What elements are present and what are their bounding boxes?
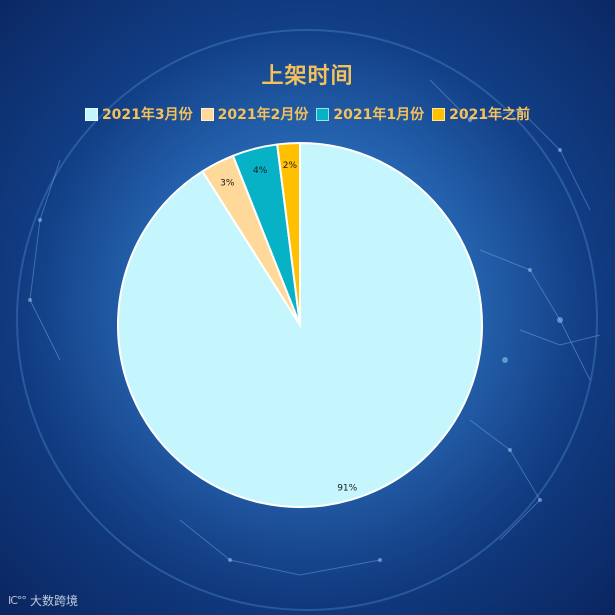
- legend: 2021年3月份 2021年2月份 2021年1月份 2021年之前: [0, 104, 615, 124]
- legend-item[interactable]: 2021年之前: [432, 104, 530, 124]
- legend-label: 2021年3月份: [101, 107, 193, 123]
- pie-slice[interactable]: [276, 141, 301, 326]
- legend-item[interactable]: 2021年3月份: [84, 104, 193, 124]
- chart-title: 上架时间: [261, 64, 354, 89]
- legend-item[interactable]: 2021年2月份: [200, 104, 309, 124]
- slice-label: 4%: [253, 166, 268, 176]
- watermark-logo: IC°°: [8, 594, 27, 607]
- legend-swatch: [432, 107, 446, 121]
- slice-label: 91%: [337, 484, 357, 494]
- legend-item[interactable]: 2021年1月份: [316, 104, 424, 124]
- watermark-text: 大数跨境: [29, 594, 78, 608]
- slice-label: 2%: [283, 161, 298, 171]
- legend-label: 2021年1月份: [333, 107, 425, 123]
- legend-label: 2021年2月份: [217, 107, 309, 123]
- legend-swatch: [316, 107, 330, 121]
- watermark: IC°° 大数跨境: [8, 592, 78, 609]
- legend-swatch: [84, 107, 98, 121]
- slice-label: 3%: [220, 178, 235, 188]
- legend-label: 2021年之前: [449, 107, 531, 123]
- legend-swatch: [200, 107, 214, 121]
